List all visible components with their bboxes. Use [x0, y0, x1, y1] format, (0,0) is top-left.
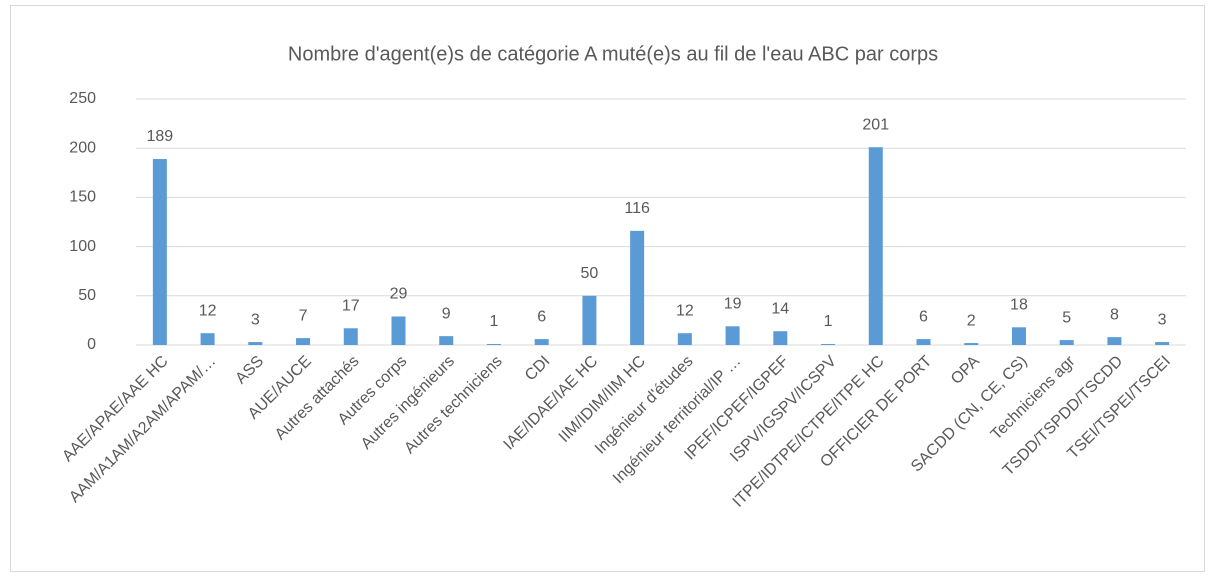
value-label: 116 — [624, 200, 650, 217]
bar — [534, 339, 549, 345]
value-label: 201 — [862, 116, 889, 133]
value-label: 12 — [199, 302, 217, 319]
value-label: 6 — [537, 308, 546, 325]
value-label: 5 — [1062, 309, 1071, 326]
bar — [916, 339, 931, 345]
bar — [391, 316, 406, 345]
value-label: 8 — [1110, 306, 1119, 323]
value-label: 3 — [1158, 311, 1167, 328]
bar — [821, 344, 836, 345]
bar — [582, 295, 597, 345]
value-label: 12 — [676, 302, 694, 319]
bar — [343, 328, 358, 345]
value-label: 9 — [442, 305, 451, 322]
bar — [868, 147, 883, 345]
y-tick-label: 100 — [69, 238, 96, 255]
bar — [677, 333, 692, 345]
bar — [725, 326, 740, 345]
y-tick-label: 150 — [69, 189, 96, 206]
bar — [296, 338, 311, 345]
chart-title: Nombre d'agent(e)s de catégorie A muté(e… — [288, 43, 938, 65]
value-label: 1 — [490, 313, 499, 330]
bar — [1011, 327, 1026, 345]
value-label: 19 — [724, 296, 742, 313]
chart-frame — [10, 5, 1205, 572]
value-label: 29 — [390, 286, 408, 303]
value-label: 189 — [147, 128, 174, 145]
value-label: 17 — [342, 297, 360, 314]
y-tick-label: 50 — [78, 287, 96, 304]
bar — [964, 343, 979, 345]
value-label: 2 — [967, 312, 976, 329]
y-tick-label: 0 — [87, 336, 96, 353]
value-label: 7 — [299, 307, 308, 324]
bar — [439, 336, 454, 345]
bar — [152, 159, 167, 345]
bar — [1059, 340, 1074, 345]
bar — [486, 344, 501, 345]
value-label: 6 — [919, 308, 928, 325]
value-label: 1 — [824, 313, 833, 330]
value-label: 50 — [581, 265, 599, 282]
value-label: 14 — [771, 300, 789, 317]
bar — [200, 333, 215, 345]
bar — [773, 331, 788, 345]
bar — [1107, 337, 1122, 345]
y-tick-label: 200 — [69, 139, 96, 156]
bar — [630, 230, 645, 345]
bar — [248, 342, 263, 345]
value-label: 3 — [251, 311, 260, 328]
y-tick-label: 250 — [69, 90, 96, 107]
value-label: 18 — [1010, 297, 1028, 314]
bar — [1155, 342, 1170, 345]
